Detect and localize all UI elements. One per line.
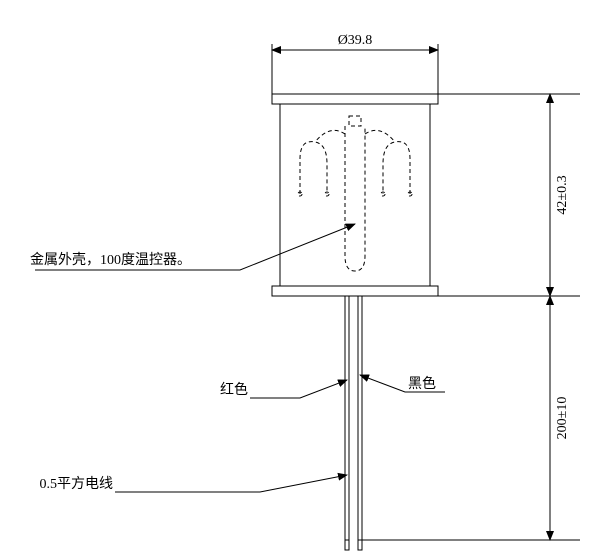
coil-branch-left	[315, 130, 345, 142]
heating-coil-left	[300, 142, 327, 194]
wire-tip-right	[358, 540, 362, 550]
annotation-black: 黑色	[408, 375, 436, 392]
dim-wire-length-label: 200±10	[555, 397, 570, 440]
wire-tip-left	[345, 540, 349, 550]
annotation-red: 红色	[220, 381, 248, 398]
leader-wire-gauge	[115, 475, 347, 492]
thermostat-block	[349, 116, 361, 126]
annotation-shell: 金属外壳，100度温控器。	[30, 251, 191, 268]
heating-coil-center	[345, 126, 365, 271]
leader-red	[250, 380, 347, 398]
annotation-wire-gauge: 0.5平方电线	[40, 476, 114, 492]
heating-coil-right	[383, 142, 410, 194]
heater-body	[280, 104, 430, 286]
top-cap	[272, 94, 438, 104]
coil-branch-right	[365, 130, 395, 142]
dim-diameter-label: Ø39.8	[338, 33, 373, 48]
bottom-cap	[272, 286, 438, 296]
dim-height-label: 42±0.3	[555, 175, 570, 214]
